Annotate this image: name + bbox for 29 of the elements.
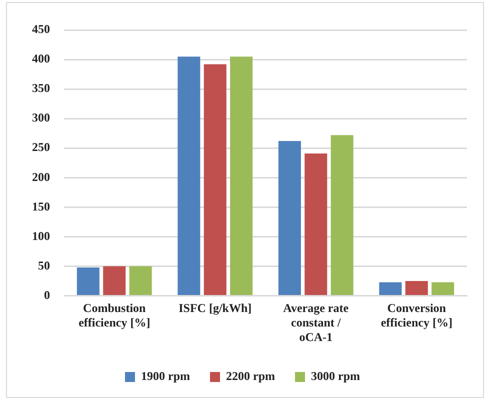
bar	[204, 64, 226, 296]
bar	[129, 266, 152, 296]
bar	[405, 281, 428, 296]
bar	[432, 282, 454, 296]
legend-label: 3000 rpm	[311, 369, 360, 384]
bar	[76, 267, 100, 296]
bar	[304, 153, 328, 296]
bar	[103, 266, 126, 296]
bar	[230, 56, 253, 296]
bar	[379, 282, 402, 296]
y-tick-label: 100	[32, 228, 50, 243]
bar	[178, 56, 200, 296]
y-tick-label: 200	[32, 170, 50, 184]
x-tick-label: Conversion efficiency [%]	[380, 301, 452, 330]
legend-label: 1900 rpm	[141, 369, 190, 384]
y-tick-label: 250	[32, 140, 50, 154]
y-tick-label: 450	[32, 22, 50, 36]
y-tick-label: 50	[38, 258, 50, 272]
y-tick-label: 150	[32, 199, 50, 214]
x-tick-label: ISFC [g/kWh]	[178, 301, 252, 316]
y-tick-label: 400	[32, 52, 50, 66]
y-tick-label: 0	[44, 288, 50, 302]
y-tick-label: 300	[32, 110, 50, 125]
y-tick-label: 350	[32, 81, 50, 96]
bar	[278, 141, 301, 296]
x-tick-label: Average rate constant / oCA-1	[283, 301, 350, 344]
legend-label: 2200 rpm	[226, 369, 275, 384]
bar	[330, 135, 354, 296]
x-tick-label: Combustion efficiency [%]	[78, 301, 150, 330]
